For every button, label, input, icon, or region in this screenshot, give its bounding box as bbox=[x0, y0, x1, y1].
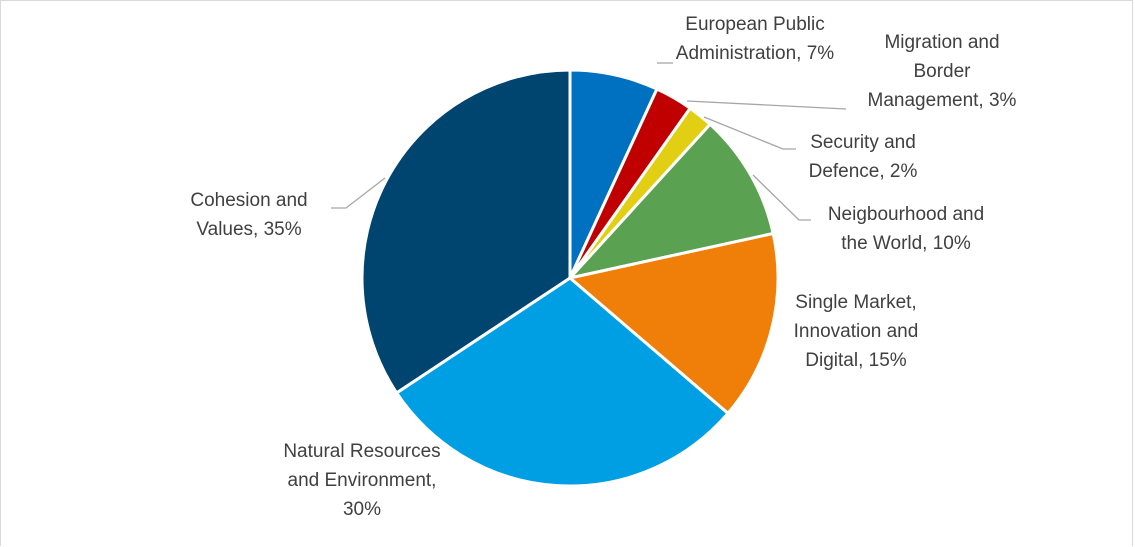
pie-slice-single-market-innovation-and-digital bbox=[568, 232, 780, 415]
data-label-line: Values, 35% bbox=[196, 219, 301, 240]
data-label-line: Innovation and bbox=[794, 321, 919, 342]
data-label-line: Migration and bbox=[884, 32, 999, 53]
data-label-line: Defence, 2% bbox=[809, 161, 918, 182]
leader-line bbox=[703, 116, 796, 150]
pie-slice-neigbourhood-and-the-world bbox=[568, 122, 775, 280]
data-label-line: Security and bbox=[810, 132, 916, 153]
data-label-line: and Environment, bbox=[288, 470, 437, 491]
data-labels: European Public Administration, 7% Migrati… bbox=[190, 14, 1016, 520]
leader-line bbox=[686, 100, 847, 110]
data-label-line: Neigbourhood and bbox=[828, 204, 984, 225]
pie-slices bbox=[360, 68, 780, 488]
pie-slice-natural-resources-and-environment bbox=[395, 276, 730, 488]
data-label: Migration and Border Management, 3% bbox=[868, 32, 1017, 111]
data-label: Security and Defence, 2% bbox=[809, 132, 918, 182]
data-label: European Public Administration, 7% bbox=[676, 14, 835, 64]
data-label-line: the World, 10% bbox=[841, 233, 971, 254]
data-label-line: Border bbox=[913, 61, 971, 82]
data-label-line: Single Market, bbox=[795, 292, 916, 313]
data-label: Natural Resources and Environment, 30% bbox=[283, 441, 440, 520]
leader-line bbox=[331, 177, 386, 209]
leader-lines bbox=[331, 62, 847, 221]
pie-slice-cohesion-and-values bbox=[360, 68, 572, 395]
data-label: Neigbourhood and the World, 10% bbox=[828, 204, 984, 254]
data-label-line: Management, 3% bbox=[868, 90, 1017, 111]
data-label: Single Market, Innovation and Digital, 15% bbox=[794, 292, 919, 371]
data-label-line: 30% bbox=[343, 499, 381, 520]
data-label-line: Natural Resources bbox=[283, 441, 440, 462]
data-label: Cohesion and Values, 35% bbox=[190, 190, 307, 240]
data-label-line: Cohesion and bbox=[190, 190, 307, 211]
leader-line bbox=[752, 174, 811, 221]
data-label-line: European Public bbox=[685, 14, 824, 35]
data-label-line: Digital, 15% bbox=[805, 350, 906, 371]
data-label-line: Administration, 7% bbox=[676, 43, 835, 64]
